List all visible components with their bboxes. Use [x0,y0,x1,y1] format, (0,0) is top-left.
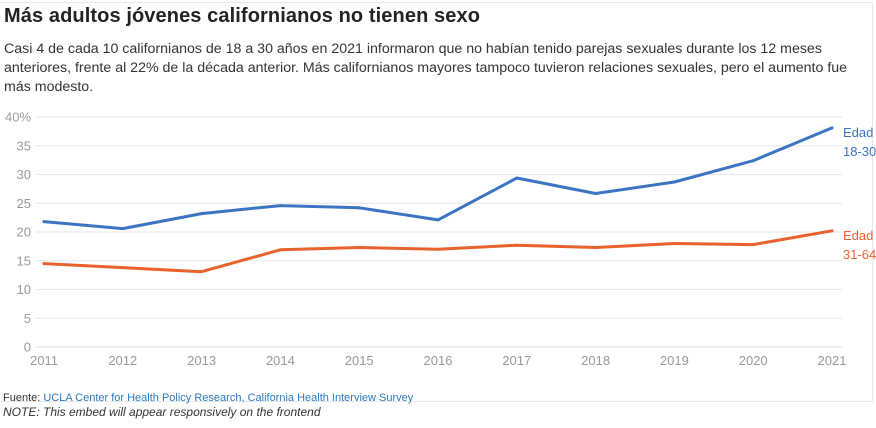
y-tick-label: 20 [17,225,31,240]
chart-title: Más adultos jóvenes californianos no tie… [4,5,481,27]
y-tick-label: 0 [24,340,31,355]
x-tick-label: 2013 [187,353,216,368]
y-tick-label: 40% [5,110,31,125]
data-point [42,220,46,224]
data-point [751,159,755,163]
data-point [751,243,755,247]
x-tick-label: 2020 [739,353,768,368]
series-labels: Edad 18-30 Edad 31-64 [843,125,876,262]
data-point [594,246,598,250]
x-tick-label: 2015 [345,353,374,368]
data-point [200,212,204,216]
x-tick-label: 2021 [818,353,847,368]
data-point [42,262,46,266]
data-point [436,247,440,251]
data-point [594,191,598,195]
series-label: 18-30 [843,144,876,159]
source-link[interactable]: UCLA Center for Health Policy Research, … [43,392,414,404]
embed-note: NOTE: This embed will appear responsivel… [3,405,321,419]
chart-subtitle: Casi 4 de cada 10 californianos de 18 a … [4,41,848,95]
x-tick-label: 2016 [424,353,453,368]
data-point [121,266,125,270]
series-line-2 [42,229,834,274]
data-point [278,204,282,208]
data-point [830,229,834,233]
x-tick-label: 2012 [108,353,137,368]
source-label: Fuente: [3,392,44,404]
x-tick-label: 2018 [581,353,610,368]
data-point [830,126,834,130]
source-credit: Fuente: UCLA Center for Health Policy Re… [3,392,413,404]
y-tick-label: 15 [17,253,31,268]
x-tick-label: 2011 [30,353,58,368]
data-point [672,242,676,245]
series-label: 31-64 [843,247,876,262]
y-tick-label: 25 [17,196,31,211]
data-point [200,270,204,274]
series-line-1 [42,126,834,231]
data-point [672,180,676,184]
data-point [515,243,519,247]
gridlines [36,116,842,348]
x-tick-label: 2019 [660,353,689,368]
chart-card [0,2,873,402]
series-label: Edad [843,228,873,243]
y-tick-label: 5 [24,311,31,326]
x-tick-label: 2014 [266,353,295,368]
data-point [357,246,361,250]
y-tick-label: 30 [17,167,31,182]
y-tick-label: 35 [17,138,31,153]
data-point [357,206,361,210]
series-lines [42,126,834,274]
y-axis: 0 5 10 15 20 25 30 35 40% [5,110,31,355]
data-point [515,176,519,180]
x-tick-label: 2017 [502,353,531,368]
data-point [121,227,125,231]
data-point [436,218,440,222]
series-label: Edad [843,125,873,140]
data-point [278,248,282,252]
x-axis: 2011 2012 2013 2014 2015 2016 2017 2018 2019 2020… [30,353,846,368]
y-tick-label: 10 [17,282,31,297]
